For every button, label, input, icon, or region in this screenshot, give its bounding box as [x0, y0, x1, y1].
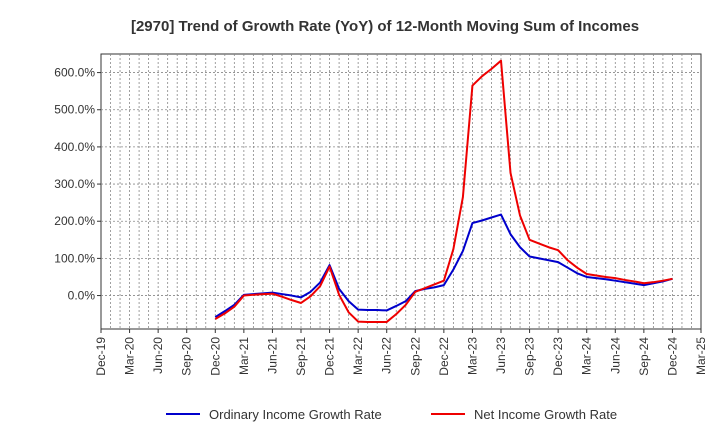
series-line-ordinary-income — [214, 213, 673, 318]
x-tick-label: Mar-20 — [123, 337, 137, 375]
x-tick-label: Jun-22 — [380, 337, 394, 374]
legend-label-ordinary-income: Ordinary Income Growth Rate — [209, 407, 382, 422]
x-tick-label: Jun-24 — [608, 337, 622, 374]
x-tick-label: Sep-21 — [294, 337, 308, 376]
y-tick-label: 300.0% — [54, 177, 95, 191]
x-tick-label: Mar-23 — [465, 337, 479, 375]
plot-area — [100, 53, 702, 330]
y-tick-label: 600.0% — [54, 66, 95, 80]
y-tick-label: 200.0% — [54, 214, 95, 228]
x-tick-label: Dec-21 — [323, 337, 337, 376]
series-lines — [214, 59, 673, 323]
y-tick-label: 100.0% — [54, 251, 95, 265]
x-tick-label: Sep-24 — [637, 337, 651, 376]
x-tick-label: Dec-23 — [551, 337, 565, 376]
x-tick-label: Sep-23 — [523, 337, 537, 376]
x-tick-label: Sep-20 — [180, 337, 194, 376]
chart-title: [2970] Trend of Growth Rate (YoY) of 12-… — [131, 18, 639, 35]
x-tick-label: Jun-23 — [494, 337, 508, 374]
series-line-net-income — [214, 59, 673, 323]
gridlines — [101, 54, 701, 329]
x-tick-label: Dec-19 — [94, 337, 108, 376]
y-tick-label: 500.0% — [54, 103, 95, 117]
x-tick-label: Dec-20 — [208, 337, 222, 376]
x-tick-label: Mar-25 — [694, 337, 708, 375]
legend: Ordinary Income Growth Rate Net Income G… — [166, 407, 617, 422]
x-tick-label: Mar-22 — [351, 337, 365, 375]
y-tick-label: 400.0% — [54, 140, 95, 154]
x-tick-label: Mar-24 — [580, 337, 594, 375]
x-tick-label: Jun-20 — [151, 337, 165, 374]
x-tick-label: Dec-24 — [665, 337, 679, 376]
legend-label-net-income: Net Income Growth Rate — [474, 407, 617, 422]
x-tick-label: Sep-22 — [408, 337, 422, 376]
y-tick-label: 0.0% — [68, 289, 96, 303]
x-tick-label: Dec-22 — [437, 337, 451, 376]
x-tick-label: Mar-21 — [237, 337, 251, 375]
y-axis: 0.0% 100.0% 200.0% 300.0% 400.0% 500.0% 600.0% — [54, 66, 101, 303]
x-tick-label: Jun-21 — [265, 337, 279, 374]
x-axis: Dec-19 Mar-20 Jun-20 Sep-20 Dec-20 Mar-21 Jun-… — [94, 329, 708, 376]
